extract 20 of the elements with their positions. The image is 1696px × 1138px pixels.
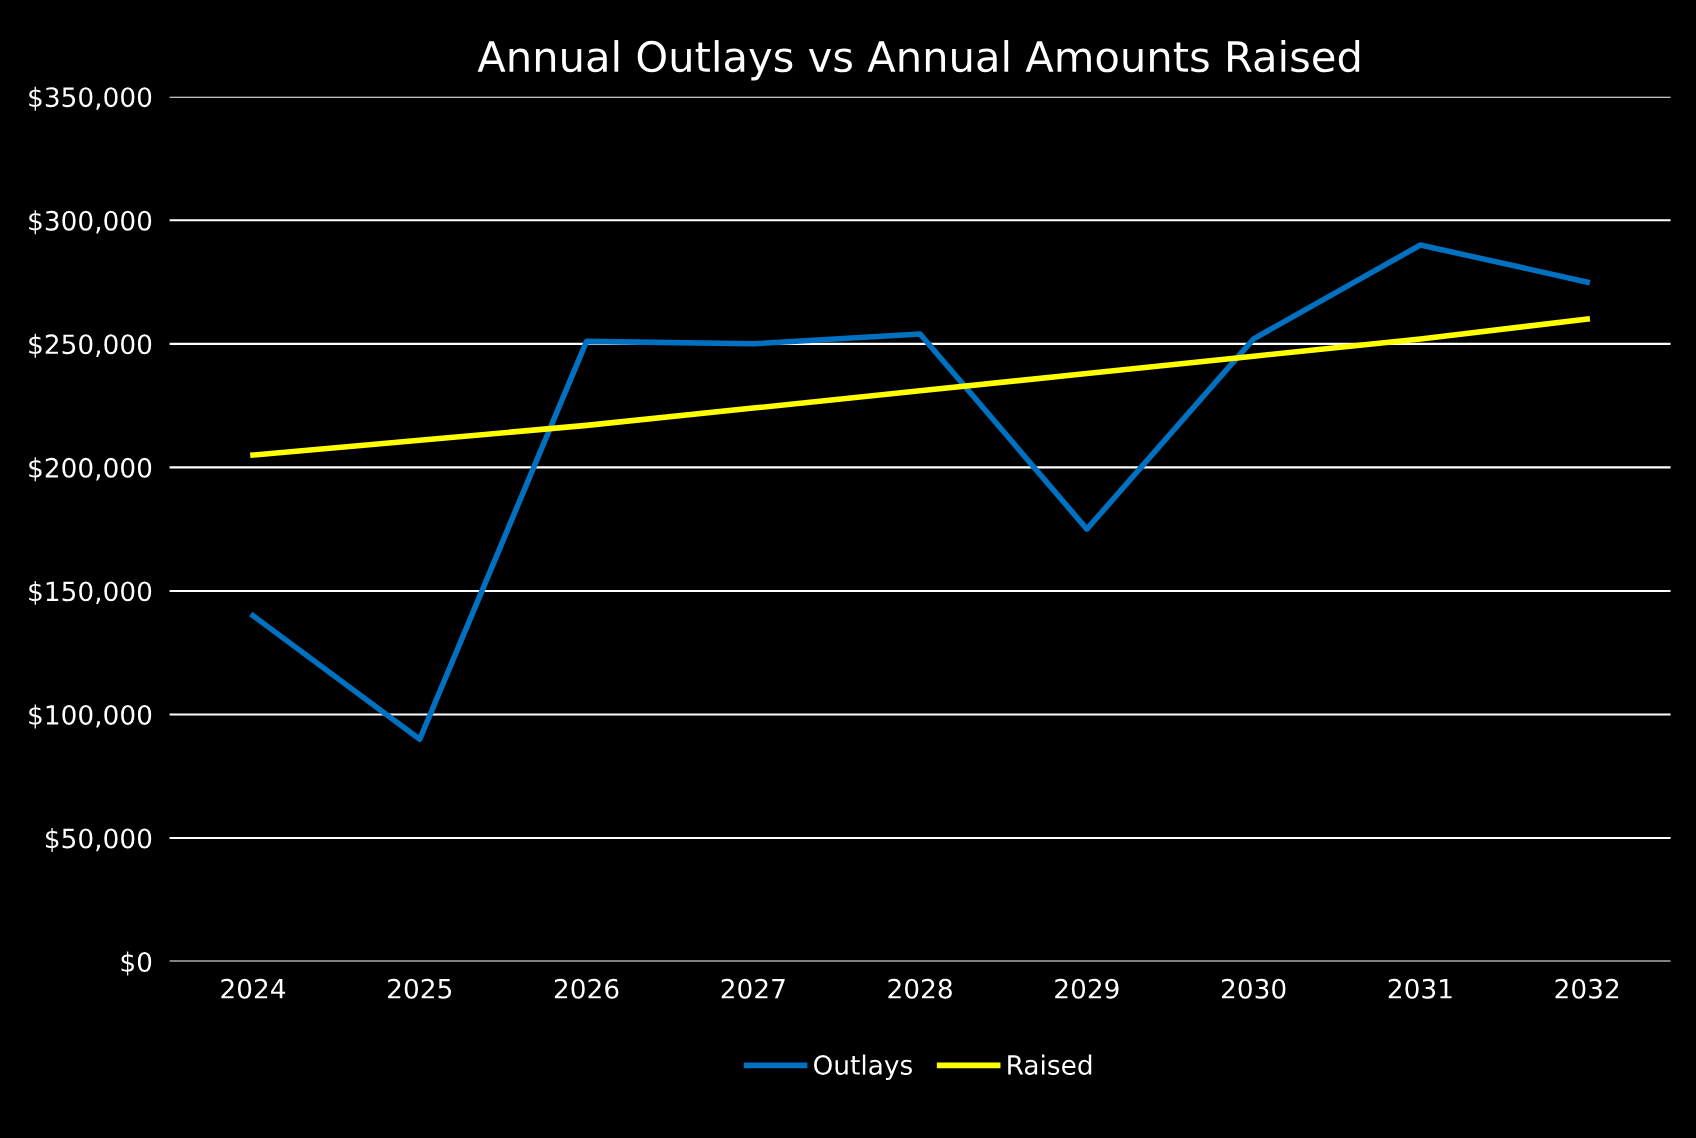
x-tick-label: 2032 — [1555, 978, 1619, 999]
chart-title: Annual Outlays vs Annual Amounts Raised — [477, 40, 1360, 81]
y-tick-label: $200,000 — [29, 457, 152, 482]
y-tick-label: $100,000 — [29, 704, 152, 729]
y-tick-label: $50,000 — [46, 828, 152, 852]
x-tick-label: 2024 — [221, 978, 286, 999]
x-tick-label: 2025 — [388, 978, 452, 999]
y-tick-label: $300,000 — [29, 210, 152, 235]
y-tick-label: $150,000 — [29, 580, 152, 605]
y-tick-label: $350,000 — [29, 86, 152, 111]
x-tick-label: 2027 — [721, 978, 785, 999]
x-tick-label: 2030 — [1221, 978, 1286, 999]
x-tick-label: 2026 — [554, 978, 619, 999]
y-tick-label: $0 — [121, 951, 152, 976]
x-tick-label: 2029 — [1055, 978, 1119, 999]
legend-label: Raised — [1008, 1054, 1092, 1075]
legend-label: Outlays — [814, 1054, 912, 1081]
x-tick-label: 2028 — [888, 978, 952, 999]
x-tick-label: 2031 — [1388, 978, 1452, 999]
y-tick-label: $250,000 — [29, 333, 152, 358]
